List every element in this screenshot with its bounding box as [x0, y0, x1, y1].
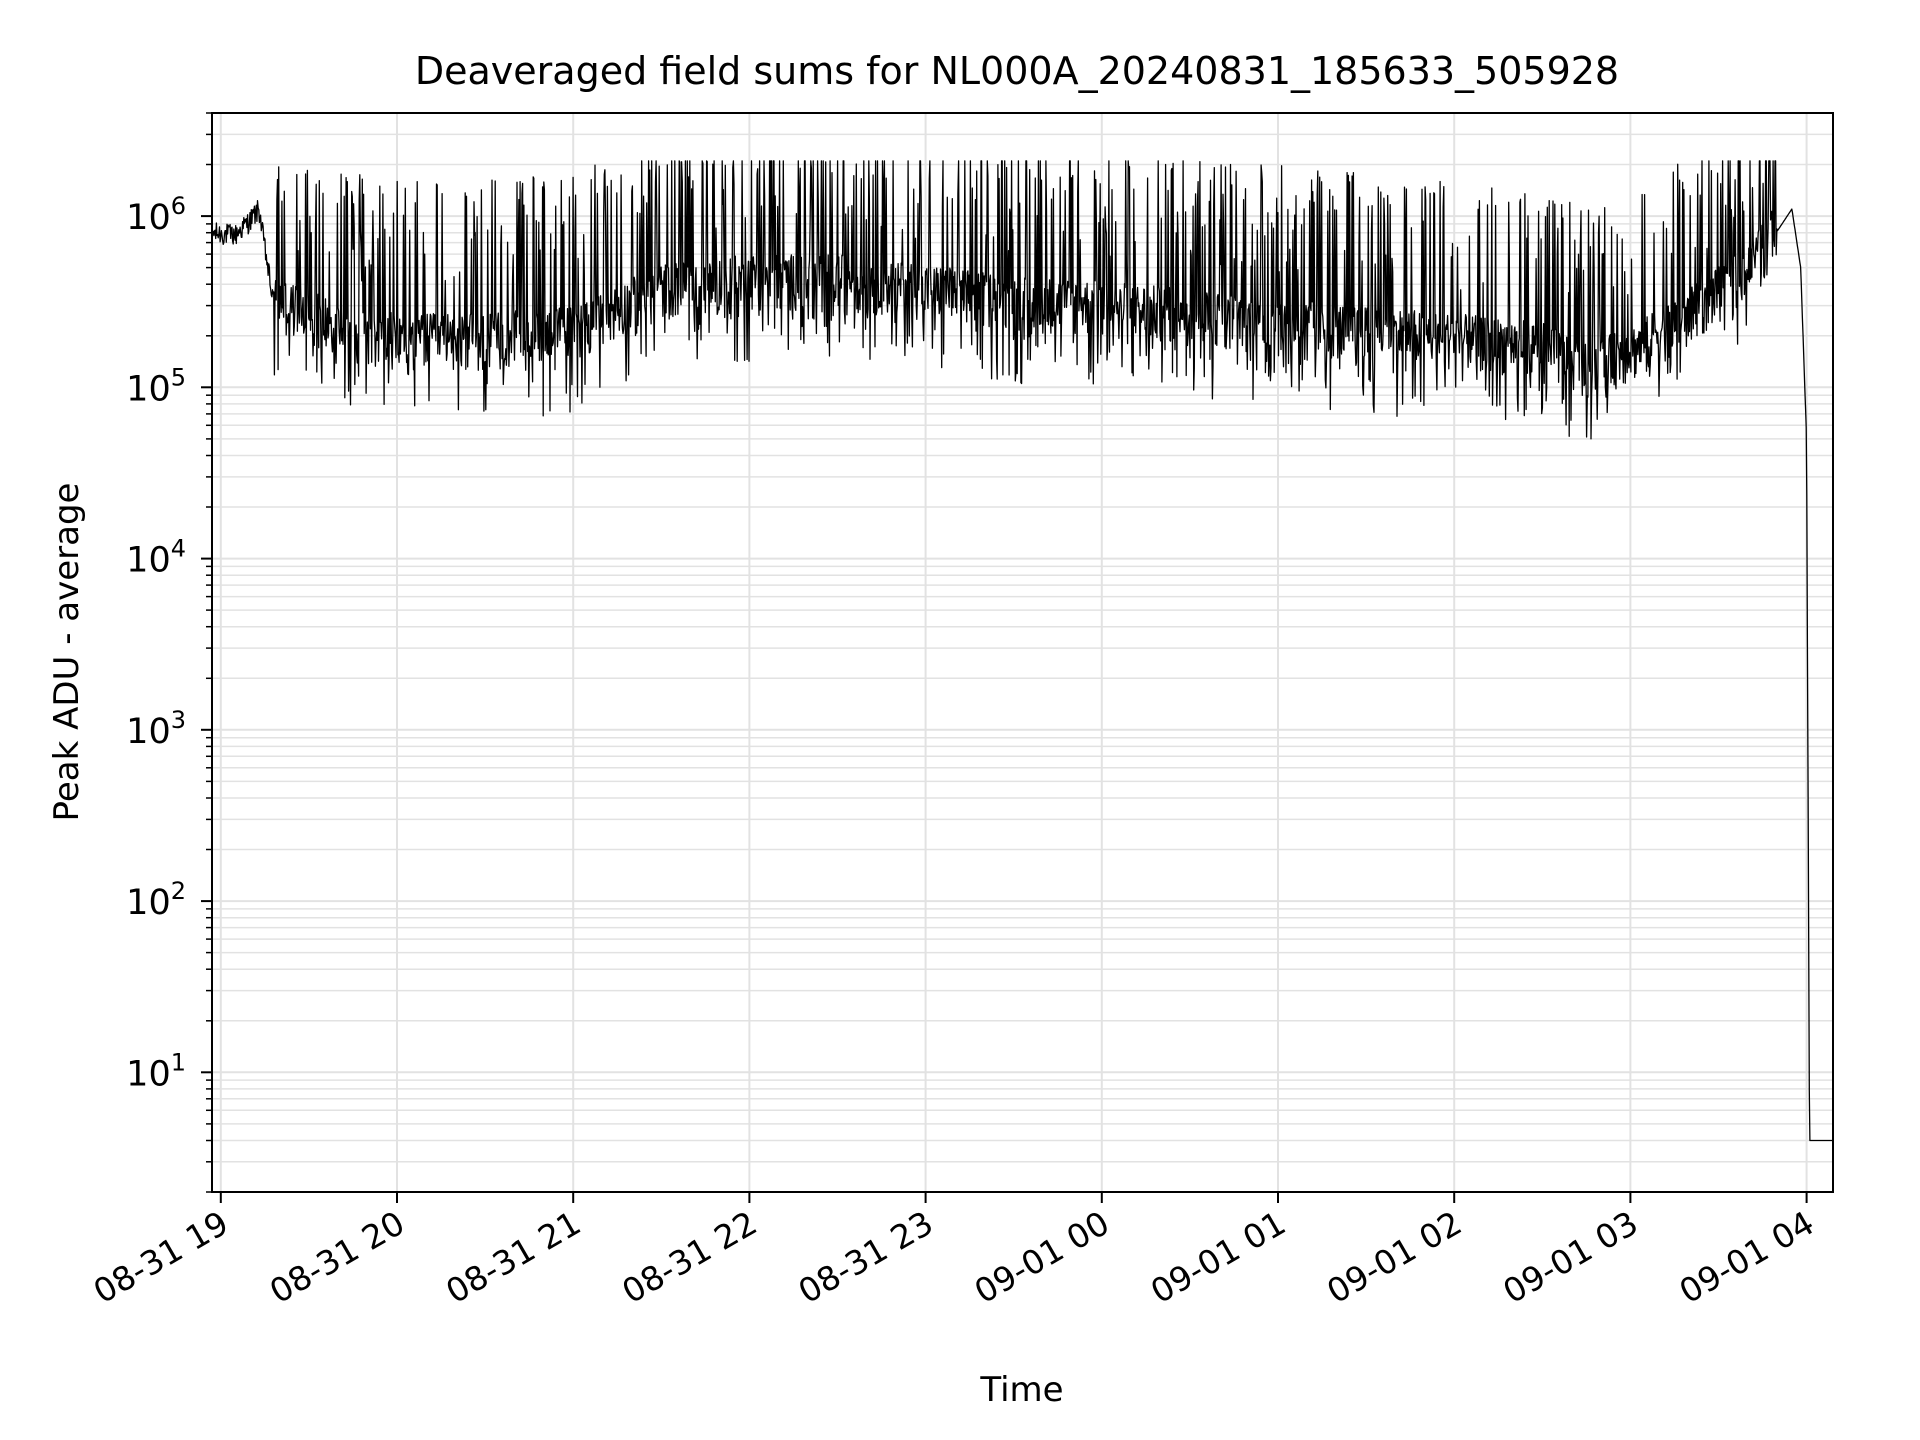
- y-tick-label: 102: [126, 877, 186, 923]
- series-group: [211, 160, 1834, 1142]
- y-axis-label: Peak ADU - average: [47, 483, 87, 822]
- x-tick-label: 09-01 04: [1673, 1203, 1821, 1311]
- y-tick-label: 103: [126, 706, 186, 752]
- x-axis-label: Time: [979, 1370, 1063, 1410]
- x-tick-label: 08-31 22: [615, 1203, 763, 1311]
- x-axis: 08-31 19 08-31 20 08-31 21 08-31 22 08-31 23…: [87, 1192, 1821, 1311]
- x-tick-label: 08-31 20: [263, 1203, 411, 1311]
- x-tick-label: 09-01 02: [1320, 1203, 1468, 1311]
- chart-title: Deaveraged field sums for NL000A_2024083…: [415, 49, 1619, 93]
- x-tick-label: 08-31 23: [792, 1203, 940, 1311]
- y-axis: 101 102 103 104 105 106: [126, 192, 212, 1094]
- x-tick-label: 08-31 21: [439, 1203, 587, 1311]
- series-line-0: [211, 160, 1834, 1142]
- y-tick-label: 104: [126, 535, 186, 581]
- x-tick-label: 09-01 00: [968, 1203, 1116, 1311]
- x-tick-label: 09-01 03: [1496, 1203, 1644, 1311]
- y-tick-label: 106: [126, 192, 186, 238]
- y-tick-label: 105: [126, 363, 186, 409]
- x-tick-label: 08-31 19: [87, 1203, 235, 1311]
- y-tick-label: 101: [126, 1048, 186, 1094]
- x-tick-label: 09-01 01: [1144, 1203, 1292, 1311]
- plot-frame: [211, 112, 1834, 1193]
